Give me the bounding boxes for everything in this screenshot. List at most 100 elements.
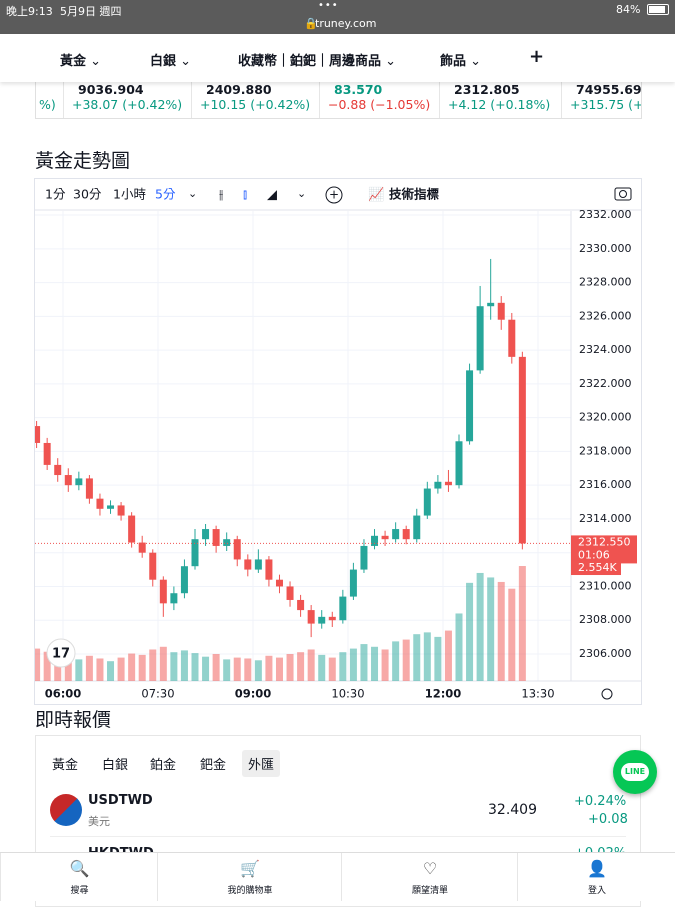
y-tick-label: 2332.000 [579,208,632,221]
y-tick-label: 2314.000 [579,512,632,525]
candle-body [402,529,410,540]
bottom-nav-item[interactable]: 🔍 搜尋 [0,853,158,901]
volume-bar [33,648,41,681]
ticker-price: 74955.69 [576,82,642,97]
bottom-nav-item[interactable]: ♡ 願望清單 [341,853,518,901]
ticker[interactable]: 2409.880 +10.15 (+0.42%) [191,82,322,118]
nav-plus[interactable]: + [529,46,545,67]
candle-body [138,542,146,553]
ticker-change: %) [39,97,56,112]
ticker-price: 2312.805 [454,82,520,97]
bottom-nav-item[interactable]: 👤 登入 [517,853,675,901]
quote-price: 32.409 [488,802,537,818]
candle-body [307,610,315,624]
candle-body [497,302,505,320]
x-tick-label: 07:30 [141,687,174,701]
candle-body [191,539,199,567]
volume-bar [265,655,273,681]
status-bar: 晚上9:13 5月9日 週四 ••• 🔒 truney.com 84% [0,0,675,34]
last-price: 2312.550 [578,535,631,548]
candle-body [128,515,136,543]
camera-lens [619,190,627,198]
candle-body [265,559,273,580]
volume-bar [328,657,336,681]
volume-bar [128,653,136,681]
camera [614,187,632,201]
volume-bar [466,582,474,681]
candle-body [286,586,294,600]
ticker-change: +315.75 (+ [570,97,642,112]
nav-item[interactable]: 白銀 [150,50,191,69]
chart-box: 1分 30分 1小時 5分 ⌄ ⫲ ⫾ ◢ ⌄ + 📈 技術指標 06:00 07:30 09:00 10:3… [33,178,642,705]
candle-body [476,306,484,371]
ticker[interactable]: 2312.805 +4.12 (+0.18%) [439,82,570,118]
volume-bar [297,652,305,681]
y-tick-label: 2318.000 [579,444,632,457]
candle-body [202,529,210,540]
icon: 👤 [587,859,607,878]
candle-body [508,319,516,357]
candle-body [434,481,442,489]
tab[interactable]: 鈀金 [200,758,227,773]
ticker[interactable]: 83.570 −0.88 (−1.05%) [319,82,450,118]
battery-icon [647,4,669,15]
indicator: 技術指標 [389,187,440,202]
candle-body [360,545,368,570]
logo: 17 [52,647,70,662]
plot [33,258,526,681]
y-tick-label: 2324.000 [579,343,632,356]
ticker-price: 83.570 [334,82,383,97]
volume-bar [254,660,262,681]
candle-body [54,464,62,476]
y-tick-label: 2310.000 [579,579,632,592]
candle-body [244,559,252,570]
line-text: LINE [621,763,649,781]
volume-bar [75,659,83,681]
y-tick-label: 2306.000 [579,647,632,660]
settings [601,688,613,700]
icon: ♡ [422,859,438,878]
candle-body [85,478,93,499]
volume-bar [339,652,347,681]
tool-icon: ⫾ [243,188,247,203]
volume-bar [180,650,188,681]
ticker[interactable]: %) [36,82,67,118]
ticker[interactable]: 9036.904 +38.07 (+0.42%) [63,82,194,118]
ticker-change: +38.07 (+0.42%) [72,97,183,112]
volume-bar [138,654,146,681]
x-tick-label: 09:00 [235,687,272,701]
volume-bar [444,630,452,681]
volume-bar [275,657,283,681]
volume-bar [191,653,199,681]
tab[interactable]: 黃金 [52,758,79,773]
chart: 1分 30分 1小時 5分 ⌄ ⫲ ⫾ ◢ ⌄ + 📈 技術指標 06:00 07:30 09:00 10:3… [33,186,641,701]
volume-bar [159,646,167,681]
volume-bar [223,659,231,681]
dots: ••• [318,0,339,11]
nav-item[interactable]: 飾品 [440,50,481,69]
candle-body [149,552,157,580]
x-tick-label: 13:30 [521,687,554,701]
interval: 1分 [45,187,66,202]
candle-body [170,593,178,604]
tab[interactable]: 外匯 [242,750,281,777]
volume-bar [318,654,326,681]
nav-item[interactable]: 收藏幣｜鉑鈀｜周邊商品 [238,50,396,69]
ticker[interactable]: 74955.69 +315.75 (+ [561,82,642,118]
bottom-nav-item[interactable]: 🛒 我的購物車 [157,853,342,901]
bottom-nav-label: 搜尋 [70,886,89,896]
ticker-price: 9036.904 [78,82,144,97]
volume-bar [244,658,252,681]
interval: 30分 [73,187,102,202]
line-button[interactable]: LINE [613,750,657,794]
bottom-nav: 🔍 搜尋 🛒 我的購物車 ♡ 願望清單 👤 登入 [0,852,675,901]
x-tick-label: 12:00 [425,687,462,701]
tab[interactable]: 白銀 [102,758,129,773]
tab[interactable]: 鉑金 [150,758,177,773]
volume-bar [349,648,357,681]
chevron: ⌄ [297,187,306,200]
ticker-change: +4.12 (+0.18%) [448,97,551,112]
candle-body [64,475,72,486]
nav-item[interactable]: 黃金 [60,50,101,69]
clock: 晚上9:13 [6,5,53,18]
